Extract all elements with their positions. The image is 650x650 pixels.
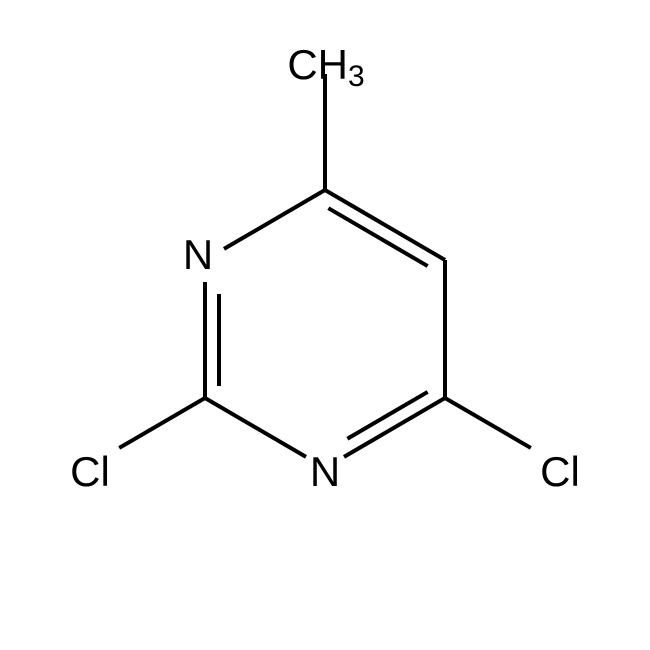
bond-line — [445, 398, 531, 448]
methyl-label: CH3 — [287, 41, 364, 93]
bond-line — [119, 398, 205, 448]
chlorine-left-label: Cl — [70, 448, 110, 495]
bond-line — [205, 398, 306, 457]
chemical-structure: CH3 N N Cl Cl — [0, 0, 650, 650]
chlorine-right-label: Cl — [540, 448, 580, 495]
nitrogen-5-label: N — [310, 448, 340, 495]
nitrogen-1-label: N — [183, 231, 213, 278]
bond-line — [224, 190, 325, 249]
bonds-layer — [119, 74, 531, 457]
bond-line — [344, 398, 445, 457]
bond-line — [325, 190, 445, 260]
bond-line — [328, 208, 427, 266]
